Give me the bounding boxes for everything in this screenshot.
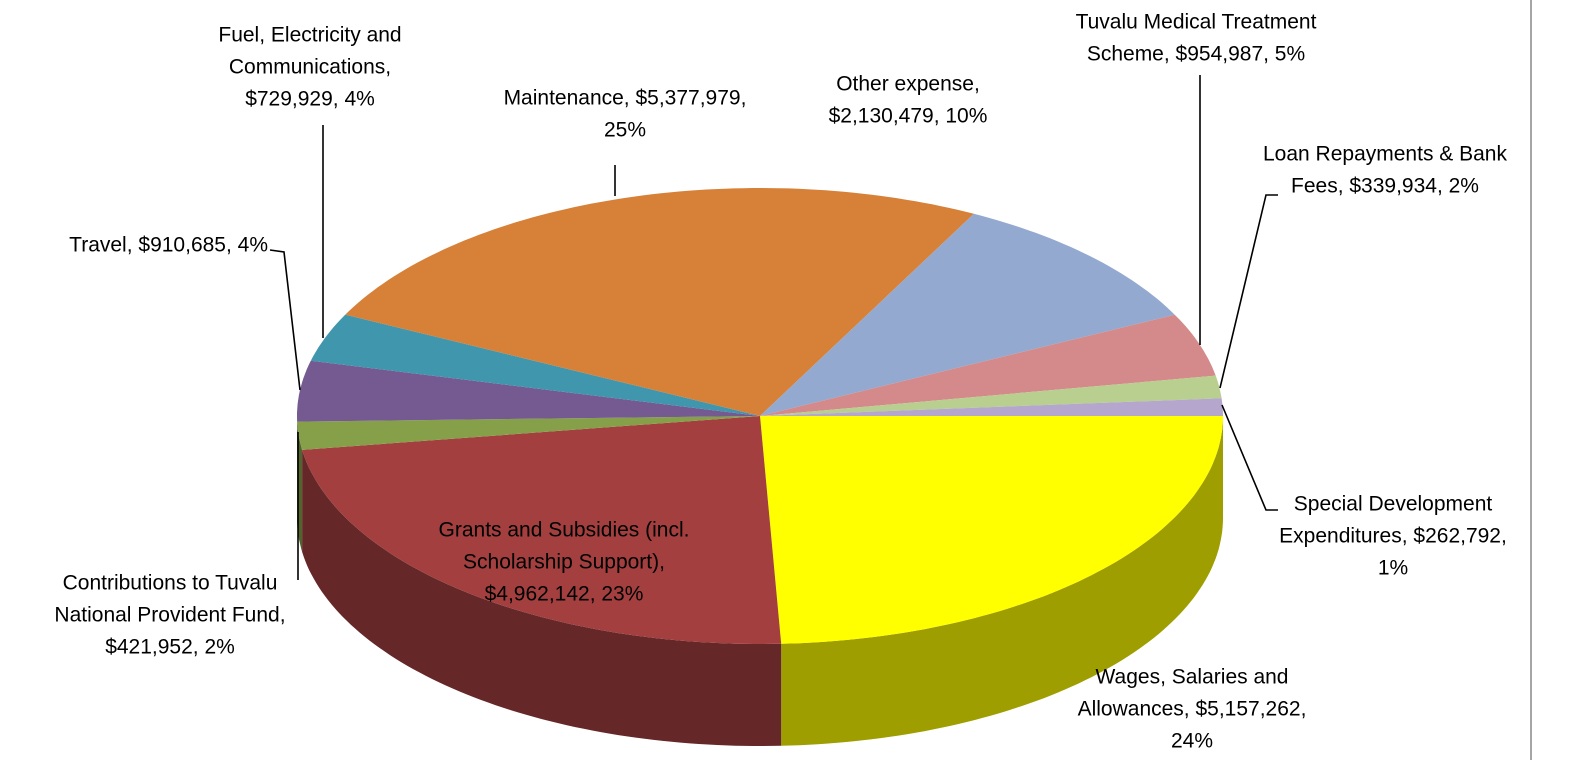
slice-label: 1%: [1378, 557, 1408, 580]
leader-line: [269, 249, 301, 391]
slice-label: Scholarship Support),: [463, 551, 665, 574]
slice-label: Other expense,: [836, 73, 980, 96]
slice-label: $4,962,142, 23%: [485, 583, 644, 606]
slice-label: Fees, $339,934, 2%: [1291, 175, 1479, 198]
slice-label: Communications,: [229, 56, 391, 79]
slice: [760, 375, 1222, 416]
slice-label: Allowances, $5,157,262,: [1078, 698, 1307, 721]
slice: [297, 360, 760, 422]
slice-label: Contributions to Tuvalu: [63, 572, 278, 595]
slice-label: National Provident Fund,: [54, 604, 285, 627]
slice-label: Fuel, Electricity and: [218, 24, 401, 47]
leader-line: [1221, 404, 1278, 511]
slice-label: Maintenance, $5,377,979,: [504, 87, 747, 110]
slice: [302, 416, 782, 644]
slice: [760, 213, 1175, 416]
slice-label: $421,952, 2%: [105, 636, 235, 659]
slice-label: 24%: [1171, 730, 1213, 753]
slice: [760, 314, 1216, 416]
leader-line: [1219, 194, 1278, 389]
slice-side: [781, 416, 1223, 746]
slice-label: $2,130,479, 10%: [829, 105, 988, 128]
slice: [297, 416, 760, 450]
slice-label: Expenditures, $262,792,: [1279, 525, 1507, 548]
slice-label: Special Development: [1294, 493, 1493, 516]
slice-label: Loan Repayments & Bank: [1263, 143, 1507, 166]
slice-label: $729,929, 4%: [245, 88, 375, 111]
slice-label: Scheme, $954,987, 5%: [1087, 43, 1305, 66]
slice: [760, 398, 1223, 416]
slice-label: Tuvalu Medical Treatment: [1076, 11, 1317, 34]
slice: [345, 188, 974, 416]
slice-label: 25%: [604, 119, 646, 142]
slice-label: Wages, Salaries and: [1096, 666, 1289, 689]
slice-side: [302, 449, 782, 746]
slice: [310, 314, 760, 416]
slice-label: Grants and Subsidies (incl.: [439, 519, 690, 542]
slice-label: Travel, $910,685, 4%: [69, 234, 268, 257]
slice: [760, 416, 1223, 644]
